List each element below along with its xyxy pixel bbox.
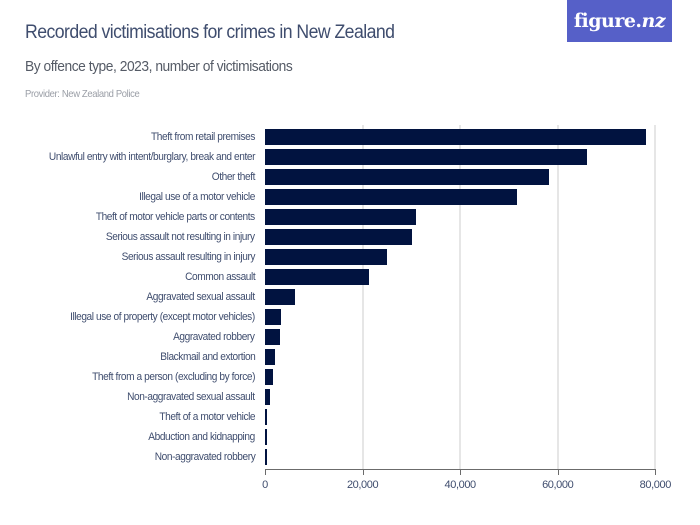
category-label: Blackmail and extortion (159, 351, 256, 363)
x-axis-tick-label: 0 (262, 479, 268, 491)
x-axis-tick (265, 469, 266, 475)
bar-row: Theft from a person (excluding by force) (0, 369, 700, 385)
bar[interactable] (265, 229, 412, 245)
bar-row: Illegal use of a motor vehicle (0, 189, 700, 205)
bar[interactable] (265, 249, 387, 265)
x-axis-tick-label: 20,000 (346, 479, 379, 491)
bar-row: Serious assault not resulting in injury (0, 229, 700, 245)
x-axis-tick (558, 469, 559, 475)
bar[interactable] (265, 349, 276, 365)
category-label: Theft from retail premises (151, 131, 255, 143)
bar[interactable] (265, 389, 271, 405)
bar[interactable] (265, 269, 370, 285)
x-axis-tick (460, 469, 461, 475)
bar-row: Illegal use of property (except motor ve… (0, 309, 700, 325)
category-label: Other theft (211, 171, 256, 183)
logo-text: figure. (573, 10, 642, 32)
category-label: Theft of a motor vehicle (159, 411, 255, 423)
gridline (459, 125, 462, 469)
bar-row: Serious assault resulting in injury (0, 249, 700, 265)
bar[interactable] (265, 149, 588, 165)
bar-row: Theft of motor vehicle parts or contents (0, 209, 700, 225)
bar[interactable] (265, 329, 281, 345)
category-label: Unlawful entry with intent/burglary, bre… (48, 151, 256, 163)
bar[interactable] (265, 409, 268, 425)
category-label: Theft from a person (excluding by force) (92, 371, 255, 383)
category-label: Serious assault not resulting in injury (106, 231, 255, 243)
x-axis-tick-label: 60,000 (542, 479, 574, 491)
bar[interactable] (265, 169, 549, 185)
bar[interactable] (265, 449, 267, 465)
category-label: Illegal use of a motor vehicle (139, 191, 255, 203)
x-axis-tick-label: 40,000 (444, 479, 477, 491)
bar[interactable] (265, 369, 273, 385)
category-label: Aggravated sexual assault (146, 291, 256, 303)
chart-subtitle: By offence type, 2023, number of victimi… (25, 58, 293, 75)
bar-row: Unlawful entry with intent/burglary, bre… (0, 149, 700, 165)
bar[interactable] (265, 129, 647, 145)
figure-nz-logo[interactable]: figure. nz (567, 0, 672, 42)
x-axis-tick-label: 80,000 (639, 479, 672, 491)
category-label: Abduction and kidnapping (148, 431, 255, 443)
category-label: Non-aggravated robbery (154, 451, 255, 463)
bar-row: Non-aggravated robbery (0, 449, 700, 465)
bar[interactable] (265, 209, 416, 225)
logo-text-nz: nz (641, 10, 666, 32)
category-label: Illegal use of property (except motor ve… (70, 311, 255, 323)
gridline (556, 125, 559, 469)
x-axis-tick (655, 469, 656, 475)
category-label: Aggravated robbery (173, 331, 256, 343)
bar-row: Common assault (0, 269, 700, 285)
chart-title: Recorded victimisations for crimes in Ne… (25, 22, 395, 43)
bar-row: Aggravated sexual assault (0, 289, 700, 305)
bar-row: Abduction and kidnapping (0, 429, 700, 445)
category-label: Serious assault resulting in injury (121, 251, 256, 263)
bar[interactable] (265, 289, 295, 305)
bar-row: Blackmail and extortion (0, 349, 700, 365)
bar-row: Other theft (0, 169, 700, 185)
gridline (654, 125, 657, 469)
bar-row: Non-aggravated sexual assault (0, 389, 700, 405)
gridline (361, 125, 364, 469)
data-provider: Provider: New Zealand Police (25, 88, 140, 100)
bar-row: Aggravated robbery (0, 329, 700, 345)
x-axis-tick (363, 469, 364, 475)
category-label: Theft of motor vehicle parts or contents (96, 211, 255, 223)
category-label: Common assault (184, 271, 256, 283)
bar-row: Theft from retail premises (0, 129, 700, 145)
bar-row: Theft of a motor vehicle (0, 409, 700, 425)
bar[interactable] (265, 309, 281, 325)
bar[interactable] (265, 189, 517, 205)
category-label: Non-aggravated sexual assault (127, 391, 255, 403)
bar[interactable] (265, 429, 267, 445)
